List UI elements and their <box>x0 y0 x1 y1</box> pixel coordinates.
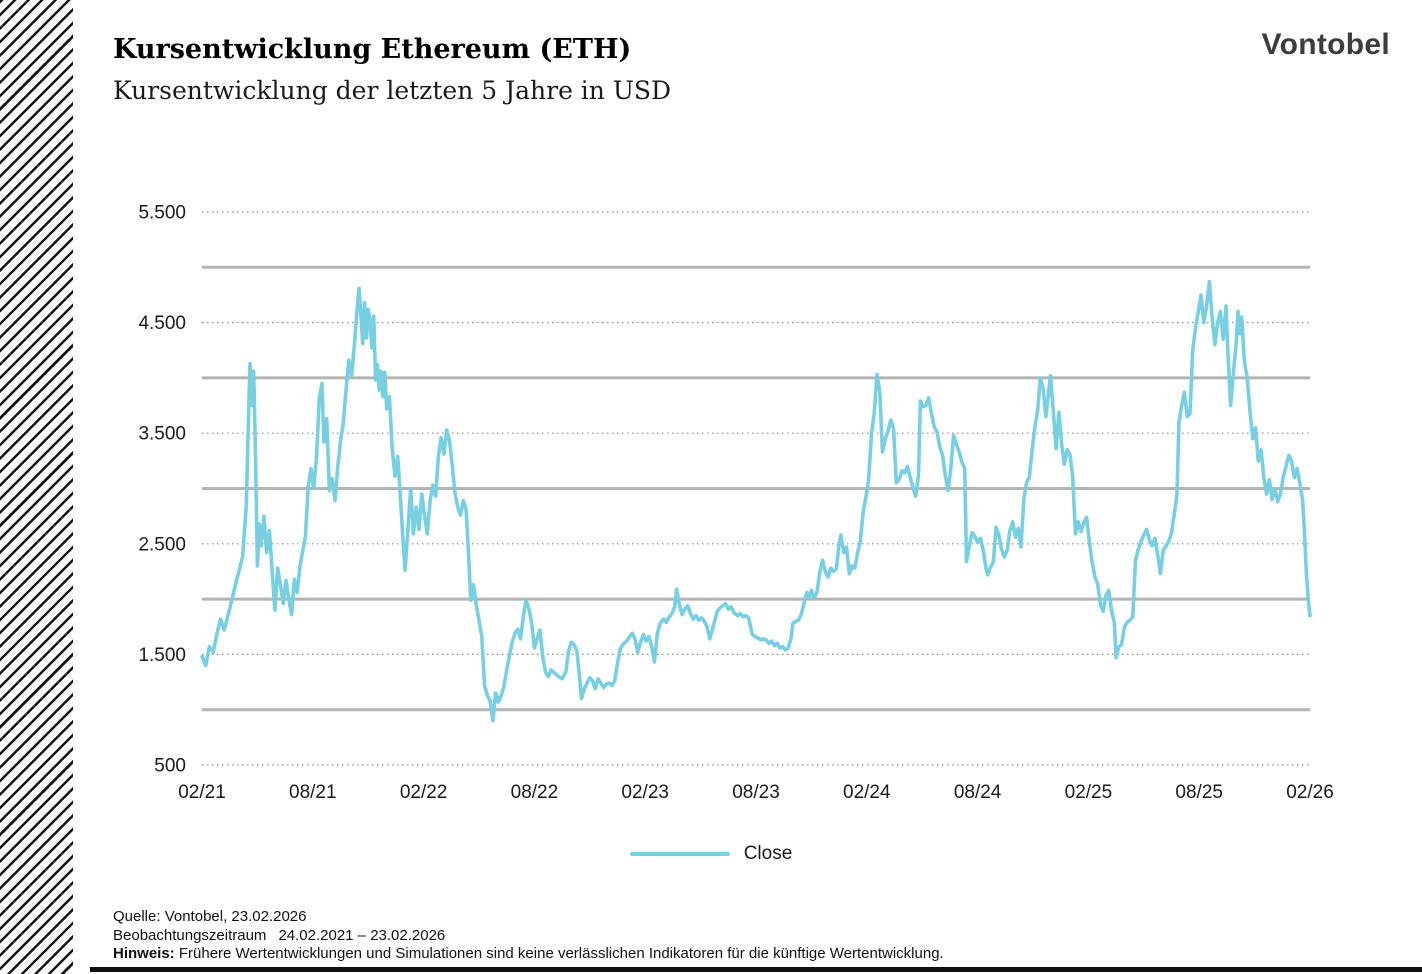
x-axis-label: 02/24 <box>843 782 891 803</box>
x-axis-label: 08/22 <box>511 782 559 803</box>
observation-period-line: Beobachtungszeitraum 24.02.2021 – 23.02.2… <box>113 927 944 946</box>
legend-close-label: Close <box>743 843 793 864</box>
y-axis-label: 500 <box>154 756 186 777</box>
x-axis-label: 02/26 <box>1286 782 1334 803</box>
y-axis-label: 3.500 <box>138 424 186 445</box>
note-text: Frühere Wertentwicklungen und Simulation… <box>178 945 944 962</box>
x-axis-label: 02/21 <box>178 782 226 803</box>
x-axis-label: 08/25 <box>1175 782 1223 803</box>
observation-period-label: Beobachtungszeitraum <box>113 926 267 944</box>
x-axis-label: 08/24 <box>954 782 1002 803</box>
chart-subtitle: Kursentwicklung der letzten 5 Jahre in U… <box>113 76 672 105</box>
vontobel-logo: Vontobel <box>1261 28 1390 61</box>
price-chart: 5.500 4.500 3.500 2.500 1.500 500 02/21 08/21 02… <box>138 203 1334 804</box>
x-axis-label: 08/23 <box>732 782 780 803</box>
bottom-border-bar <box>90 967 1422 972</box>
x-axis-label: 02/22 <box>400 782 448 803</box>
x-axis-label: 08/21 <box>289 782 337 803</box>
x-axis-label: 02/25 <box>1065 782 1113 803</box>
legend-line-swatch <box>629 852 730 856</box>
y-axis-label: 5.500 <box>138 203 186 224</box>
y-axis-label: 4.500 <box>138 313 186 334</box>
y-axis-label: 1.500 <box>138 645 186 666</box>
footer: Quelle: Vontobel, 23.02.2026 Beobachtung… <box>113 908 944 964</box>
observation-period-value: 24.02.2021 – 23.02.2026 <box>278 926 446 944</box>
x-axis-label: 02/23 <box>621 782 669 803</box>
diagonal-stripe-decoration <box>0 0 73 974</box>
y-axis-label: 2.500 <box>138 534 186 555</box>
close-price-line <box>200 279 1312 723</box>
source-line: Quelle: Vontobel, 23.02.2026 <box>113 908 307 925</box>
note-line: Hinweis: Frühere Wertentwicklungen und S… <box>113 945 944 964</box>
legend: Close <box>0 843 1422 865</box>
chart-title: Kursentwicklung Ethereum (ETH) <box>113 34 632 65</box>
note-label: Hinweis: <box>113 945 175 962</box>
